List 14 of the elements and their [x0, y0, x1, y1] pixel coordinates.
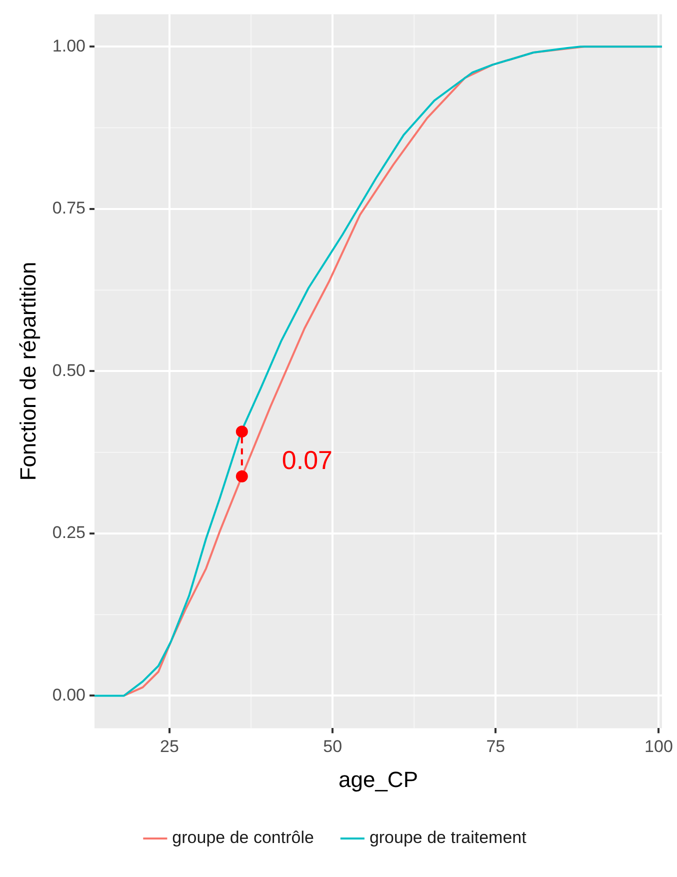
y-tick-label: 0.75: [52, 198, 86, 218]
y-axis-title: Fonction de répartition: [15, 262, 40, 481]
annotation: 0.07: [282, 444, 333, 475]
x-axis-title: age_CP: [338, 766, 418, 792]
legend-label: groupe de traitement: [369, 828, 527, 848]
y-tick-label: 0.25: [52, 523, 86, 542]
x-tick-label: 75: [486, 737, 506, 756]
y-tick-label: 0.00: [52, 685, 86, 704]
y-tick-label: 0.50: [52, 360, 86, 380]
y-tick-label: 1.00: [52, 36, 86, 56]
x-tick-label: 25: [160, 737, 179, 756]
x-tick-label: 50: [323, 737, 342, 756]
legend-label: groupe de contrôle: [172, 828, 314, 848]
x-tick-label: 100: [644, 737, 673, 756]
